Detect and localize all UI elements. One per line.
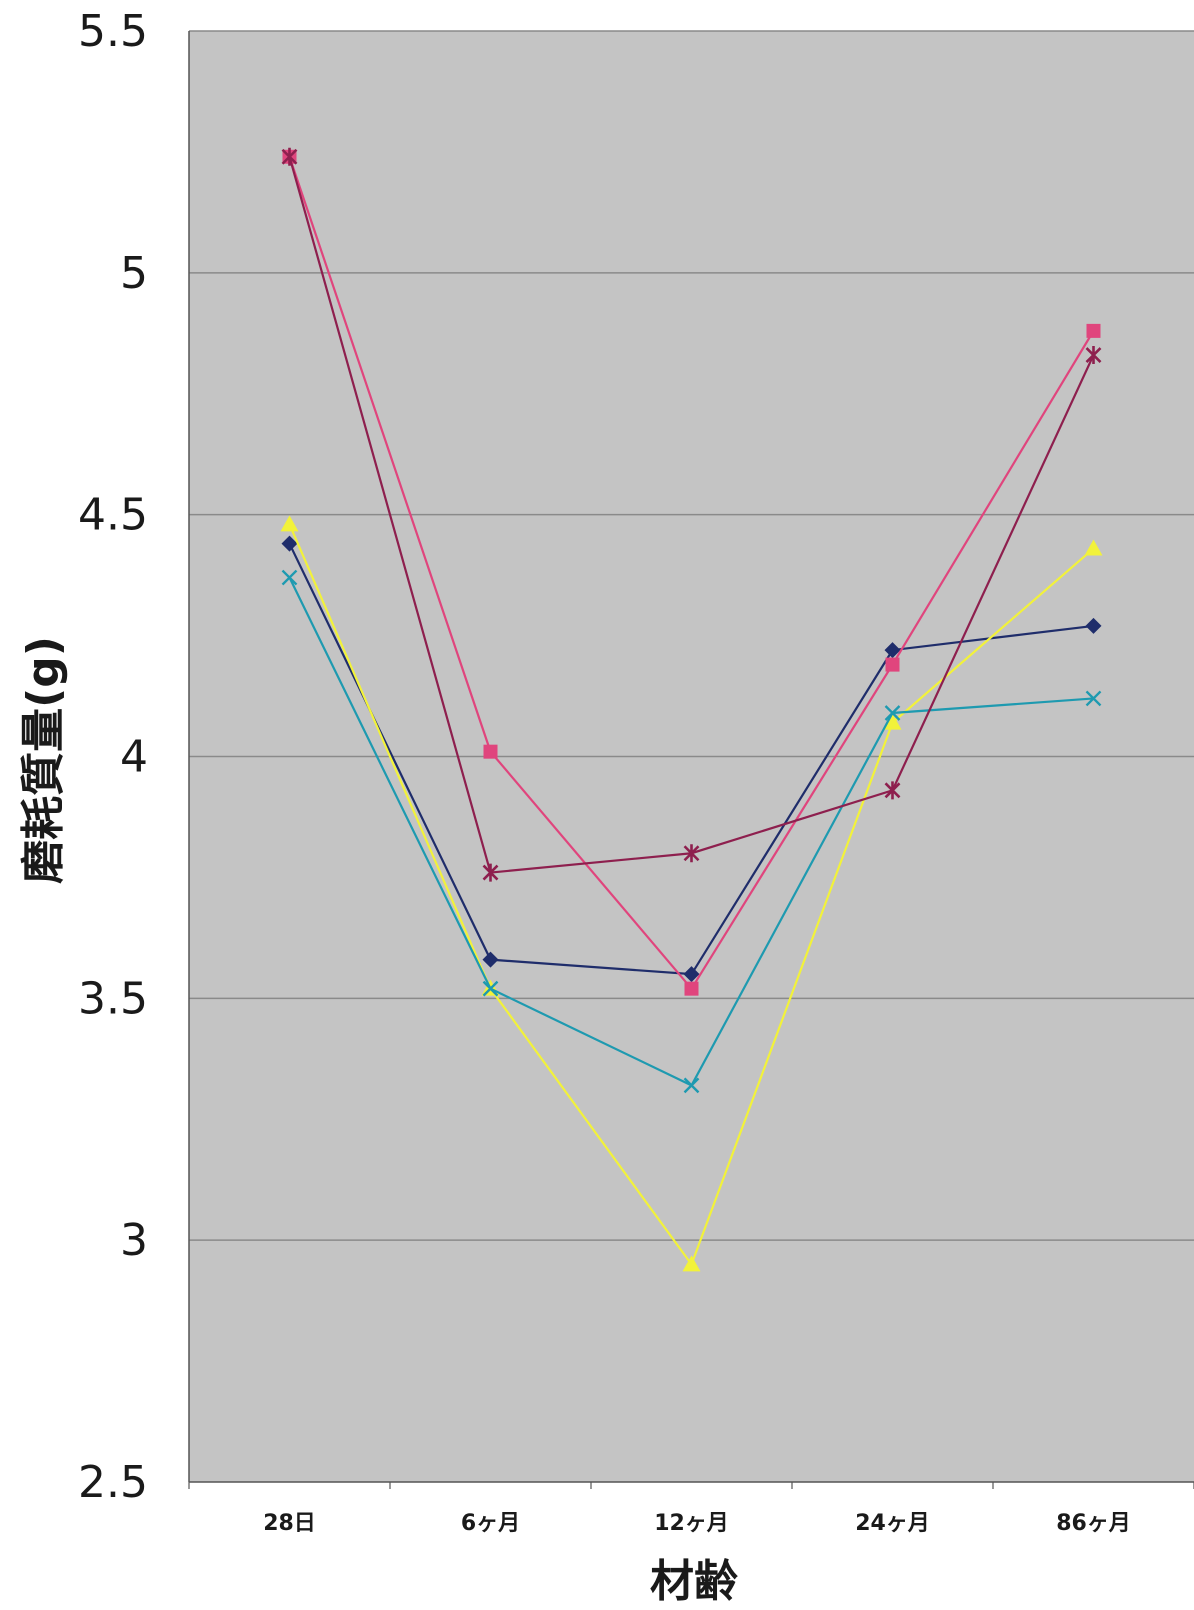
data-point (482, 951, 499, 968)
data-point (483, 744, 498, 759)
y-tick-label: 5 (120, 248, 148, 299)
x-tick-label: 24ヶ月 (855, 1511, 930, 1536)
data-point (682, 1255, 701, 1272)
data-point (281, 569, 298, 586)
series-1 (281, 535, 1102, 983)
data-point (482, 980, 499, 997)
data-point (281, 147, 298, 166)
tick-labels: 2.5 3 3.5 4 4.5 5 5.5 28日 6ヶ月 12ヶ月 24ヶ月 86ヶ月 (78, 6, 1131, 1536)
series-2 (282, 149, 1101, 996)
data-point (482, 863, 499, 882)
x-tick-label: 28日 (263, 1511, 316, 1536)
y-tick-label: 4 (120, 732, 148, 783)
data-point (884, 781, 901, 800)
y-tick-label: 5.5 (78, 6, 148, 57)
gridlines (189, 30, 1194, 1241)
x-tick-label: 6ヶ月 (461, 1511, 520, 1536)
data-point (281, 535, 298, 552)
y-tick-label: 4.5 (78, 490, 148, 541)
data-point (683, 844, 700, 863)
series-group (280, 147, 1103, 1272)
y-tick-label: 3 (120, 1215, 148, 1266)
series-5 (281, 147, 1102, 882)
data-point (884, 642, 901, 659)
data-point (1085, 690, 1102, 707)
x-tick-label: 86ヶ月 (1056, 1511, 1131, 1536)
data-point (684, 981, 699, 996)
y-axis-title: 磨耗質量(g) (18, 636, 69, 884)
x-axis-title: 材齢 (650, 1556, 738, 1607)
data-point (884, 705, 901, 721)
data-point (1085, 346, 1102, 365)
data-point (683, 966, 700, 983)
data-point (280, 515, 299, 532)
y-tick-label: 3.5 (78, 973, 148, 1024)
data-point (883, 713, 902, 730)
y-tick-label: 2.5 (78, 1457, 148, 1508)
data-point (1084, 539, 1103, 556)
series-4 (281, 569, 1102, 1094)
x-tick-label: 12ヶ月 (654, 1511, 729, 1536)
data-point (1085, 617, 1102, 634)
data-point (1086, 323, 1101, 338)
axes (188, 31, 1194, 1489)
data-point (885, 657, 900, 672)
data-point (683, 1077, 700, 1094)
